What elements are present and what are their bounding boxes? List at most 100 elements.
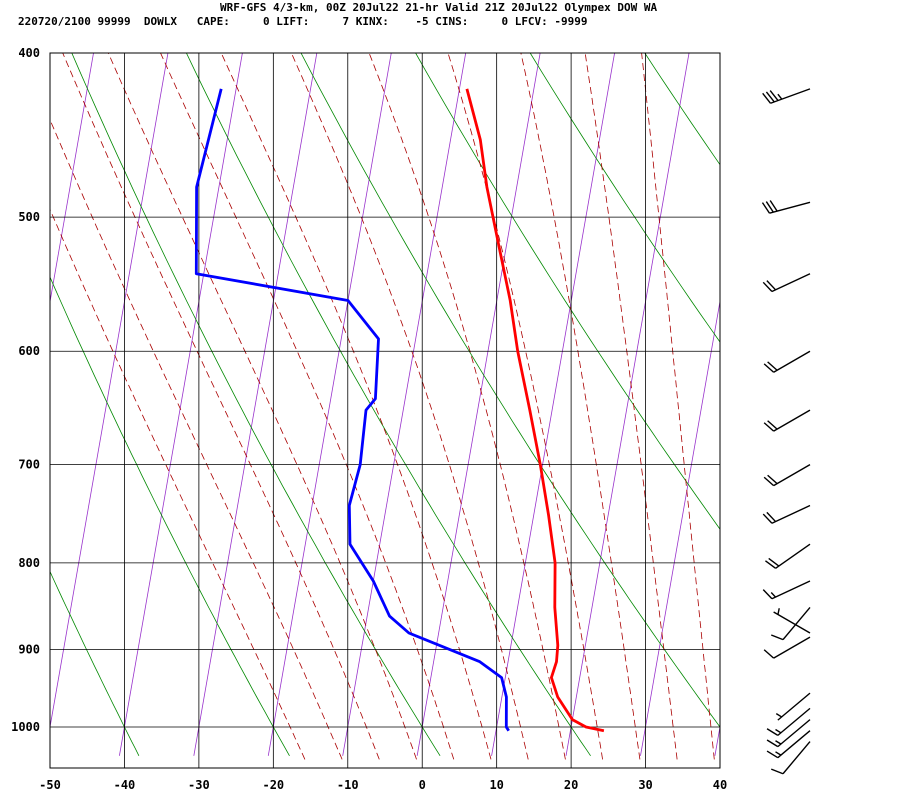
isotherm-line: [193, 53, 318, 756]
moist-adiabat-line: [290, 53, 529, 760]
wind-barb: [763, 350, 811, 373]
x-tick-label: -10: [337, 778, 359, 792]
moist-adiabat-line: [447, 53, 603, 760]
wind-barb-staff: [771, 273, 811, 293]
moist-adiabat-line: [641, 53, 715, 760]
moist-adiabat-line: [160, 53, 455, 760]
wind-barb-half-flag: [775, 751, 782, 756]
wind-barb: [762, 273, 811, 293]
dry-adiabat-line: [415, 53, 720, 530]
wind-barb: [766, 730, 811, 759]
wind-barb-half-flag: [777, 93, 783, 100]
x-tick-label: 30: [638, 778, 652, 792]
wind-barb-flag: [769, 200, 778, 212]
isotherm-line: [118, 53, 243, 756]
moist-adiabat-line: [584, 53, 678, 760]
wind-barb: [765, 543, 811, 569]
wind-barb-flag: [762, 513, 773, 524]
dry-adiabat-line: [50, 570, 140, 756]
wind-barb: [775, 692, 811, 721]
wind-barb-flag: [766, 728, 779, 736]
sounding-profiles: [194, 88, 605, 733]
wind-barb-flag: [770, 768, 784, 775]
wind-barb-flag: [767, 474, 778, 485]
wind-barb: [770, 741, 811, 775]
wind-barb-staff: [773, 350, 811, 373]
isotherm-line: [267, 53, 392, 756]
wind-barb-flag: [761, 202, 771, 214]
wind-barb: [773, 608, 811, 634]
isotherm-line: [416, 53, 541, 756]
chart-header-indices: 220720/2100 99999 DOWLX CAPE: 0 LIFT: 7 …: [18, 15, 588, 28]
wind-barb-staff: [777, 730, 811, 759]
moist-adiabat-line: [368, 53, 566, 760]
wind-barb-flag: [762, 281, 773, 292]
wind-barb-flag: [763, 363, 775, 373]
wind-barb-flag: [763, 422, 775, 432]
wind-barb-staff: [769, 201, 811, 214]
temperature-profile-line: [465, 88, 605, 733]
wind-barb-staff: [773, 611, 811, 634]
moist-adiabat-line: [520, 53, 641, 760]
wind-barb-half-flag: [777, 608, 780, 615]
isotherm-line: [50, 53, 94, 304]
x-tick-label: 0: [419, 778, 426, 792]
dry-adiabat-line: [733, 15, 900, 756]
wind-barb-staff: [782, 741, 811, 775]
plot-frame: [49, 52, 721, 769]
isotherm-line: [640, 299, 720, 756]
wind-barb-staff: [773, 464, 811, 487]
wind-barb: [762, 504, 811, 524]
wind-barb-staff: [777, 707, 811, 736]
dry-adiabat-line: [529, 53, 720, 343]
wind-barb: [762, 580, 811, 600]
wind-barb-staff: [782, 607, 811, 641]
wind-barb-half-flag: [775, 728, 782, 734]
dry-adiabat-line: [300, 53, 720, 728]
dry-adiabat-line: [185, 53, 591, 757]
wind-barb-staff: [771, 504, 811, 524]
moist-adiabat-line: [62, 53, 380, 760]
chart-header-title: WRF-GFS 4/3-km, 00Z 20Jul22 21-hr Valid …: [220, 1, 658, 14]
wind-barb: [761, 200, 811, 214]
wind-barb: [763, 409, 811, 432]
wind-barb-flag: [763, 649, 775, 659]
wind-barb-half-flag: [775, 713, 783, 718]
wind-barb-flag: [766, 750, 779, 759]
pressure-tick-label: 400: [18, 46, 40, 60]
moist-adiabat-lines: [50, 53, 715, 760]
pressure-tick-label: 1000: [11, 720, 40, 734]
x-tick-label: -20: [262, 778, 284, 792]
wind-barb-flag: [768, 557, 780, 567]
pressure-tick-label: 600: [18, 344, 40, 358]
wind-barb-staff: [777, 719, 811, 748]
wind-barb-staff: [775, 543, 811, 569]
dry-adiabat-line: [50, 276, 290, 756]
wind-barb-half-flag: [775, 740, 782, 745]
isotherm-line: [491, 53, 615, 756]
isotherm-line: [342, 53, 467, 756]
dry-adiabat-line: [846, 15, 900, 756]
wind-barb-flag: [765, 201, 774, 213]
isotherm-line: [714, 724, 720, 756]
wind-barb-flag: [767, 420, 778, 430]
wind-barb-staff: [771, 580, 811, 600]
wind-barb-flag: [762, 589, 773, 600]
wind-barb-flag: [766, 511, 777, 523]
wind-barb-flag: [766, 280, 777, 291]
wind-barb-staff: [773, 636, 811, 659]
wind-barb-flag: [769, 90, 779, 101]
wind-barb-half-flag: [770, 592, 777, 598]
wind-barb: [762, 88, 811, 104]
wind-barb-staff: [773, 409, 811, 432]
x-tick-label: -40: [114, 778, 136, 792]
wind-barbs: [761, 88, 811, 775]
wind-barb-flag: [763, 476, 775, 487]
wind-barb: [766, 719, 811, 748]
dry-adiabat-lines: [50, 15, 900, 757]
pressure-tick-label: 800: [18, 556, 40, 570]
dewpoint-profile-line: [194, 88, 510, 732]
wind-barb-flag: [766, 739, 779, 748]
pressure-tick-label: 500: [18, 210, 40, 224]
